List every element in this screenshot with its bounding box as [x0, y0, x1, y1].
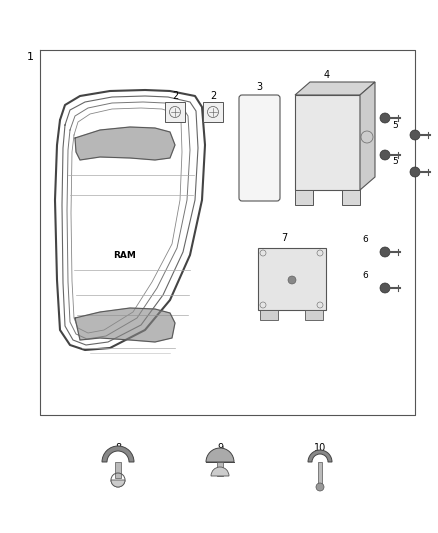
Text: 1: 1	[27, 52, 33, 62]
Bar	[318, 462, 322, 487]
Bar	[260, 310, 278, 320]
Text: 6: 6	[362, 271, 368, 280]
Circle shape	[410, 167, 420, 177]
Circle shape	[380, 283, 390, 293]
Wedge shape	[102, 446, 134, 462]
Circle shape	[380, 113, 390, 123]
Wedge shape	[308, 450, 332, 462]
Wedge shape	[211, 467, 229, 476]
Bar	[342, 190, 360, 205]
Text: 2: 2	[210, 91, 216, 101]
Text: 9: 9	[217, 443, 223, 453]
Circle shape	[288, 276, 296, 284]
Polygon shape	[75, 308, 175, 342]
Text: 8: 8	[115, 443, 121, 453]
Text: RAM: RAM	[113, 251, 137, 260]
Circle shape	[380, 150, 390, 160]
Text: 7: 7	[281, 233, 287, 243]
Polygon shape	[360, 82, 375, 190]
Text: 4: 4	[324, 70, 330, 80]
Bar	[295, 190, 313, 205]
Bar	[115, 462, 121, 478]
Text: 5: 5	[362, 141, 368, 149]
Text: 6: 6	[362, 236, 368, 245]
Wedge shape	[111, 480, 125, 487]
Text: 5: 5	[392, 157, 398, 166]
Text: 3: 3	[256, 82, 262, 92]
Wedge shape	[206, 448, 234, 462]
Polygon shape	[295, 82, 375, 95]
Circle shape	[316, 483, 324, 491]
Circle shape	[380, 247, 390, 257]
Polygon shape	[75, 127, 175, 160]
Bar	[258, 248, 326, 310]
Circle shape	[410, 130, 420, 140]
Text: 5: 5	[362, 103, 368, 112]
Text: 10: 10	[314, 443, 326, 453]
Bar	[305, 310, 323, 320]
Bar	[165, 102, 185, 122]
Bar	[295, 95, 360, 190]
Bar	[203, 102, 223, 122]
Text: 5: 5	[392, 120, 398, 130]
Bar	[217, 462, 223, 476]
Text: 2: 2	[172, 91, 178, 101]
FancyBboxPatch shape	[239, 95, 280, 201]
